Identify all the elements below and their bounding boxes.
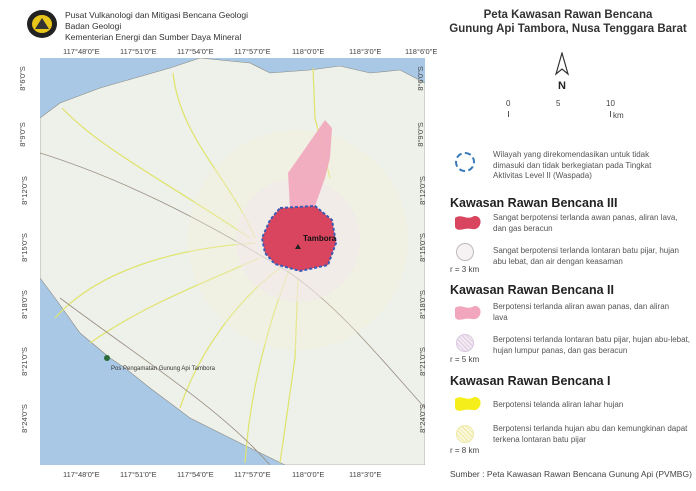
krb2-radius-text: Berpotensi terlanda lontaran batu pijar,… [493, 335, 691, 355]
org-line: Badan Geologi [65, 21, 122, 31]
krb2-flow-text: Berpotensi terlanda aliran awan panas, d… [493, 302, 670, 322]
title-line-1: Peta Kawasan Rawan Bencana [483, 9, 653, 21]
krb2-flow-symbol [455, 305, 481, 320]
lon-tick: 117°54'0"E [177, 470, 214, 479]
lon-tick: 118°3'0"E [349, 470, 382, 479]
lon-tick: 117°57'0"E [234, 470, 271, 479]
north-label: N [558, 80, 566, 92]
krb2-flow [288, 120, 332, 208]
krb3-crater-zone [260, 204, 338, 273]
krb3-flow-symbol [455, 215, 481, 230]
lat-tick: 8°24'0"S [19, 404, 29, 433]
krb1-radius-text: Berpotensi terlanda hujan abu dan kemung… [493, 424, 688, 444]
lat-tick: 8°24'0"S [417, 404, 427, 433]
scale-label: 0 [506, 99, 511, 108]
post-icon [104, 355, 110, 361]
river-lines [54, 67, 331, 464]
scale-bar [508, 111, 509, 117]
lon-tick: 118°3'0"E [349, 47, 382, 56]
exclusion-zone-text: Wilayah yang direkomendasikan untuk tida… [493, 150, 652, 180]
exclusion-zone-symbol [455, 152, 475, 172]
lat-tick: 8°6'0"S [17, 66, 27, 91]
krb3-radius-symbol [456, 243, 474, 261]
lat-tick: 8°15'0"S [417, 233, 427, 262]
org-line: Pusat Vulkanologi dan Mitigasi Bencana G… [65, 10, 249, 20]
krb1-flow-symbol [455, 396, 481, 411]
lon-tick: 118°6'0"E [405, 47, 438, 56]
lon-tick: 118°0'0"E [292, 47, 325, 56]
post-label: Pos Pengamatan Gunung Api Tambora [111, 366, 216, 372]
lon-tick: 117°48'0"E [63, 470, 100, 479]
lat-tick: 8°21'0"S [19, 347, 29, 376]
krb2-heading: Kawasan Rawan Bencana II [450, 283, 614, 297]
org-line: Kementerian Energi dan Sumber Daya Miner… [65, 32, 242, 42]
krb2-radius: r = 5 km [450, 355, 480, 364]
title-line-2: Gunung Api Tambora, Nusa Tenggara Barat [449, 23, 687, 35]
krb1-flow-text: Berpotensi telanda aliran lahar hujan [493, 400, 624, 409]
north-arrow-icon [554, 52, 570, 76]
lat-tick: 8°18'0"S [19, 290, 29, 319]
source-note: Sumber : Peta Kawasan Rawan Bencana Gunu… [450, 469, 692, 479]
scale-label: 10 [606, 99, 615, 108]
lat-tick: 8°6'0"S [415, 66, 425, 91]
lat-tick: 8°15'0"S [19, 233, 29, 262]
scale-label: 5 [556, 99, 561, 108]
organization-block: Pusat Vulkanologi dan Mitigasi Bencana G… [65, 10, 248, 43]
lat-tick: 8°21'0"S [417, 347, 427, 376]
krb3-radius: r = 3 km [450, 265, 480, 274]
krb1-radius-symbol [456, 425, 474, 443]
lon-tick: 118°0'0"E [292, 470, 325, 479]
volcano-label: Tambora [303, 234, 337, 243]
lon-tick: 117°54'0"E [177, 47, 214, 56]
scale-bar-end [610, 111, 611, 117]
krb3-heading: Kawasan Rawan Bencana III [450, 196, 618, 210]
lat-tick: 8°12'0"S [19, 176, 29, 205]
map-frame[interactable]: Tambora Pos Pengamatan Gunung Api Tambor… [40, 58, 425, 465]
lat-tick: 8°12'0"S [417, 176, 427, 205]
krb1-heading: Kawasan Rawan Bencana I [450, 374, 611, 388]
map-title: Peta Kawasan Rawan Bencana Gunung Api Ta… [440, 8, 696, 36]
lat-tick: 8°9'0"S [17, 122, 27, 147]
lon-tick: 117°57'0"E [234, 47, 271, 56]
lon-tick: 117°48'0"E [63, 47, 100, 56]
lon-tick: 117°51'0"E [120, 470, 157, 479]
krb3-flow-text: Sangat berpotensi terlanda awan panas, a… [493, 213, 678, 233]
lat-tick: 8°9'0"S [415, 122, 425, 147]
lon-tick: 117°51'0"E [120, 47, 157, 56]
lat-tick: 8°18'0"S [417, 290, 427, 319]
pvmbg-logo [27, 10, 57, 38]
krb3-radius-text: Sangat berpotensi terlanda lontaran batu… [493, 246, 679, 266]
scale-unit: km [613, 111, 624, 120]
krb2-radius-symbol [456, 334, 474, 352]
krb1-radius: r = 8 km [450, 446, 480, 455]
volcano-summit-icon [295, 244, 301, 249]
